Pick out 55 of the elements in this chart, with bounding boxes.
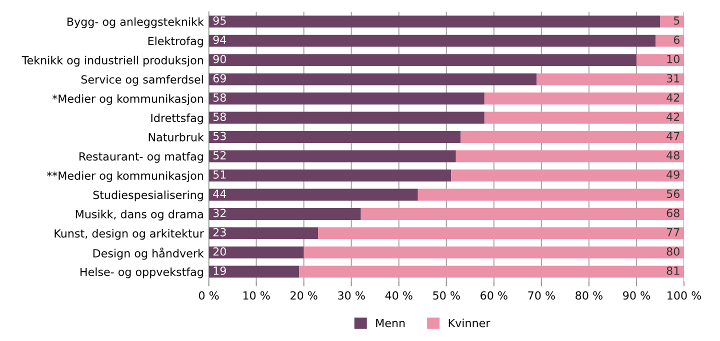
- x-tick-label: 50 %: [433, 291, 460, 300]
- data-label: 81: [666, 266, 680, 275]
- data-label: 94: [213, 36, 226, 44]
- data-label: 31: [666, 74, 680, 83]
- x-tick-label: 20 %: [290, 291, 318, 300]
- data-label: 95: [213, 16, 226, 25]
- data-label: 77: [666, 228, 680, 236]
- y-tick-label: Bygg- og anleggsteknikk: [68, 17, 204, 28]
- data-label: 44: [213, 190, 226, 198]
- data-label: 51: [213, 170, 226, 179]
- data-label: 6: [674, 36, 680, 44]
- x-tick-label: 80 %: [576, 291, 602, 300]
- x-tick-label: 70 %: [528, 291, 555, 300]
- x-tick-label: 100 %: [668, 291, 702, 300]
- data-label: 48: [666, 151, 680, 160]
- data-label: 5: [674, 16, 680, 25]
- y-tick-label: Service og samferdsel: [81, 75, 203, 86]
- y-tick-label: Idrettsfag: [151, 114, 203, 124]
- data-label: 52: [213, 151, 226, 160]
- y-tick-label: Design og håndverk: [93, 248, 204, 260]
- x-tick-label: 40 %: [385, 291, 412, 300]
- legend-label: Kvinner: [448, 318, 490, 328]
- y-tick-label: Restaurant- og matfag: [80, 152, 203, 163]
- y-tick-label: Naturbruk: [148, 132, 204, 142]
- data-label: 32: [213, 208, 226, 218]
- x-tick-label: 30 %: [338, 291, 365, 300]
- data-label: 53: [213, 132, 226, 140]
- data-label: 42: [666, 93, 680, 102]
- y-tick-label: *Medier og kommunikasjon: [52, 94, 203, 106]
- legend-label: Menn: [376, 318, 405, 328]
- y-tick-label: Studiespesialisering: [93, 190, 203, 202]
- y-tick-label: **Medier og kommunikasjon: [46, 171, 203, 182]
- data-label: 20: [213, 247, 226, 256]
- y-tick-label: Elektrofag: [148, 36, 203, 48]
- y-tick-label: Kunst, design og arkitektur: [54, 229, 204, 240]
- data-label: 58: [213, 93, 226, 102]
- data-label: 47: [666, 132, 680, 140]
- data-label: 49: [666, 170, 680, 179]
- data-label: 80: [666, 247, 680, 256]
- y-tick-label: Musikk, dans og drama: [76, 210, 203, 221]
- y-tick-label: Teknikk og industriell produksjon: [22, 56, 203, 67]
- data-label: 19: [214, 266, 226, 275]
- data-label: 68: [666, 208, 680, 218]
- x-tick-label: 0 %: [198, 291, 219, 300]
- data-label: 42: [666, 112, 680, 121]
- x-tick-label: 60 %: [480, 291, 508, 300]
- y-tick-label: Helse- og oppvekstfag: [80, 267, 203, 278]
- data-label: 90: [213, 54, 226, 64]
- data-label: 58: [213, 112, 226, 121]
- data-label: 56: [666, 190, 680, 198]
- data-label: 69: [213, 74, 226, 83]
- data-label: 10: [667, 54, 680, 64]
- x-tick-label: 10 %: [243, 291, 270, 300]
- data-label: 23: [213, 228, 226, 236]
- x-tick-label: 90 %: [623, 291, 650, 300]
